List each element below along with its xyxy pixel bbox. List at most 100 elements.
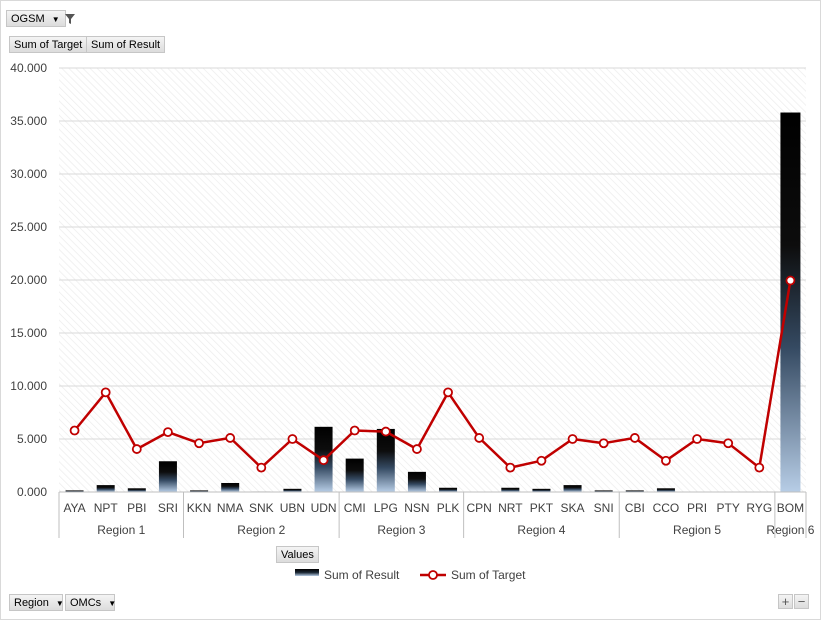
values-button[interactable]: Values	[276, 546, 319, 563]
result-bar	[407, 471, 426, 492]
category-label: CBI	[625, 501, 645, 515]
result-bar	[625, 490, 644, 492]
expand-button[interactable]: +	[778, 594, 793, 609]
target-point	[567, 434, 578, 444]
legend-result-label: Sum of Result	[324, 568, 400, 582]
result-bar	[439, 487, 458, 492]
category-label: SRI	[158, 501, 178, 515]
y-tick-label: 20.000	[10, 273, 47, 287]
category-label: UBN	[280, 501, 305, 515]
category-label: CPN	[467, 501, 492, 515]
target-point	[380, 426, 391, 437]
result-bar	[158, 461, 177, 492]
region-label: Region 4	[517, 523, 565, 537]
target-point	[163, 427, 173, 438]
category-label: LPG	[374, 501, 398, 515]
category-label: PRI	[687, 501, 707, 515]
plus-icon: +	[781, 594, 790, 609]
omcs-axis-label: OMCs	[70, 597, 102, 609]
result-bar	[656, 488, 675, 492]
y-tick-label: 25.000	[10, 220, 47, 234]
category-label: AYA	[63, 501, 85, 515]
result-bar	[190, 490, 209, 492]
category-label: NPT	[94, 501, 119, 515]
target-point	[598, 438, 609, 449]
category-label: NMA	[217, 501, 244, 515]
ogsm-filter-button[interactable]: OGSM ▼	[6, 10, 75, 27]
region-label: Region 2	[237, 523, 285, 537]
ogsm-filter-label: OGSM	[11, 13, 45, 25]
result-bar	[283, 488, 302, 492]
minus-icon: −	[797, 594, 806, 609]
target-point	[692, 434, 702, 444]
target-point	[629, 433, 640, 443]
sum-of-result-label: Sum of Result	[91, 39, 161, 51]
target-point	[100, 387, 111, 398]
result-bar	[563, 485, 582, 492]
y-tick-label: 5.000	[17, 432, 47, 446]
result-bar	[532, 488, 551, 492]
region-axis-button[interactable]: Region ▼	[9, 594, 64, 611]
target-point	[785, 275, 796, 286]
result-bar	[345, 458, 364, 492]
collapse-button[interactable]: −	[794, 594, 809, 609]
omcs-axis-button[interactable]: OMCs ▼	[65, 594, 117, 611]
category-label: PBI	[127, 501, 146, 515]
result-bar	[501, 487, 520, 492]
y-tick-label: 0.000	[17, 485, 47, 499]
region-label: Region 1	[97, 523, 145, 537]
target-point	[412, 444, 422, 454]
category-label: PTY	[717, 501, 740, 515]
target-point	[661, 455, 671, 466]
target-point	[349, 425, 360, 436]
target-point	[69, 425, 80, 436]
category-label: NRT	[498, 501, 523, 515]
target-point	[536, 455, 547, 466]
filter-icon	[64, 14, 75, 25]
category-label: PKT	[530, 501, 554, 515]
category-label: SNK	[249, 501, 274, 515]
category-label: PLK	[437, 501, 460, 515]
sum-of-result-button[interactable]: Sum of Result	[86, 36, 166, 53]
target-point	[131, 444, 142, 454]
y-tick-label: 10.000	[10, 379, 47, 393]
target-point	[256, 462, 267, 473]
sum-of-target-label: Sum of Target	[14, 39, 83, 51]
target-point	[505, 462, 516, 473]
result-bar	[221, 482, 240, 492]
region-label: Region 3	[377, 523, 425, 537]
target-point	[754, 462, 765, 473]
category-label: SNI	[594, 501, 614, 515]
legend-target-marker	[428, 570, 438, 580]
category-label: BOM	[777, 501, 804, 515]
target-point	[225, 433, 236, 443]
legend-result-swatch	[295, 569, 319, 576]
region-axis-label: Region	[14, 597, 49, 609]
category-label: UDN	[311, 501, 337, 515]
region-label: Region 6	[766, 523, 814, 537]
values-label: Values	[281, 549, 314, 561]
y-tick-label: 40.000	[10, 61, 47, 75]
result-bar	[780, 112, 801, 493]
sum-of-target-button[interactable]: Sum of Target	[9, 36, 88, 53]
target-series-line	[73, 280, 792, 469]
result-bar	[127, 488, 146, 492]
category-label: CCO	[653, 501, 680, 515]
target-point	[194, 438, 204, 449]
y-tick-label: 15.000	[10, 326, 47, 340]
legend-target-label: Sum of Target	[451, 568, 526, 582]
y-tick-label: 30.000	[10, 167, 47, 181]
target-point	[318, 455, 329, 466]
chevron-down-icon: ▼	[108, 599, 117, 608]
category-label: KKN	[187, 501, 212, 515]
target-point	[723, 438, 734, 449]
chevron-down-icon: ▼	[51, 15, 60, 24]
category-label: SKA	[561, 501, 585, 515]
region-label: Region 5	[673, 523, 721, 537]
category-label: RYG	[746, 501, 772, 515]
result-bar	[376, 428, 395, 492]
result-bar	[594, 490, 613, 492]
category-label: CMI	[344, 501, 366, 515]
target-point	[443, 387, 453, 398]
